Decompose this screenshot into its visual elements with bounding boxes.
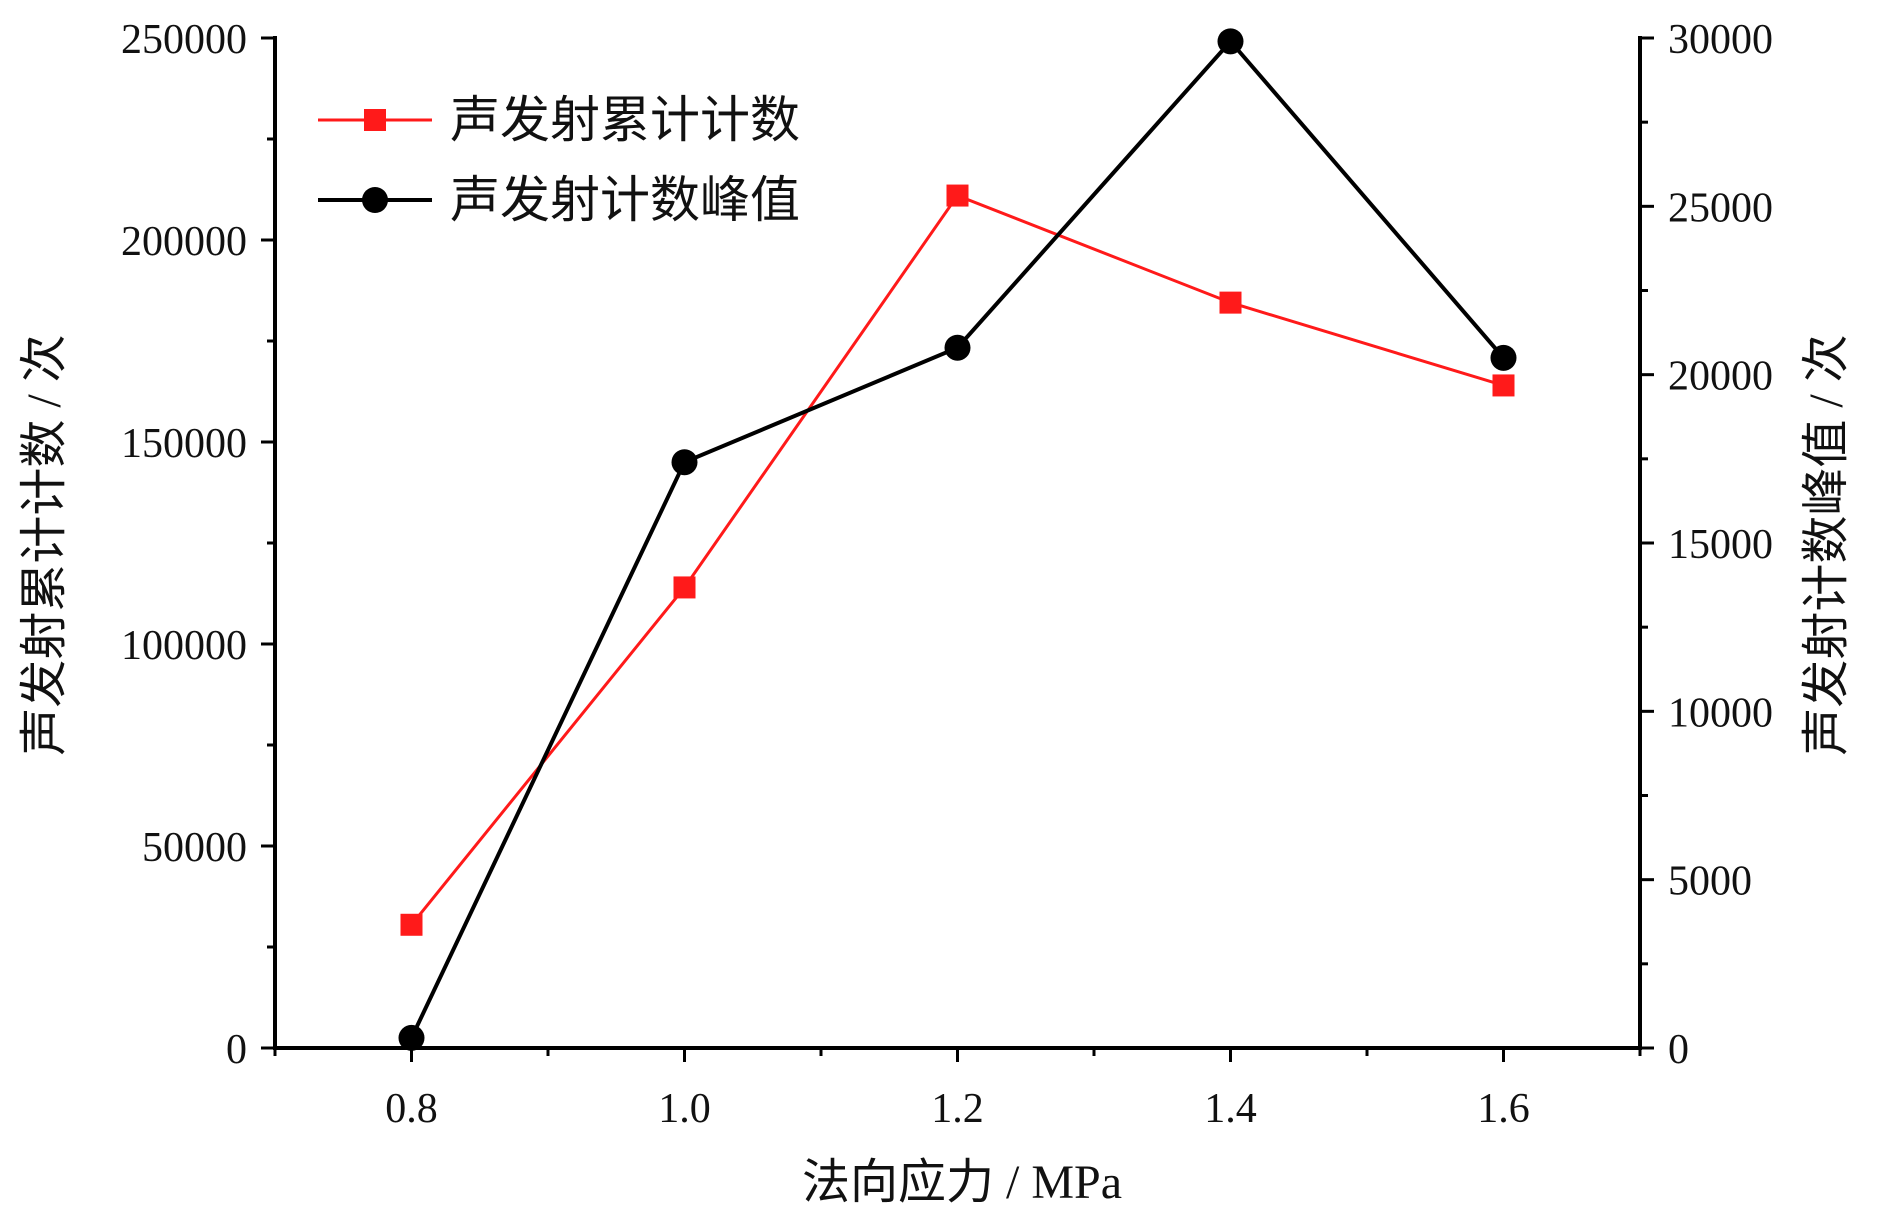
x-tick-label: 1.2 [931,1086,984,1132]
data-point-circle [1217,28,1244,55]
y-left-tick-label: 150000 [121,421,247,467]
x-axis-title: 法向应力 / MPa [802,1156,1122,1209]
data-point-square [1219,291,1242,314]
data-point-circle [944,334,971,361]
legend-marker-circle [362,187,388,213]
data-point-circle [671,449,698,476]
series-line-1 [410,193,1504,926]
y-right-tick-label: 5000 [1668,859,1752,905]
series-layer [398,28,1517,1051]
data-point-square [673,576,696,599]
y-left-tick-label: 100000 [121,623,247,669]
y-right-tick-label: 0 [1668,1027,1689,1073]
y-left-tick-label: 200000 [121,219,247,265]
data-point-square [1492,374,1515,397]
axes: 0.8 1.0 1.2 1.4 1.60500001000001500002000002… [121,17,1773,1132]
data-point-square [400,913,423,936]
y-right-axis-title: 声发射计数峰值 / 次 [1800,334,1853,755]
legend-marker-square [364,109,386,131]
legend-label: 声发射计数峰值 [450,172,800,228]
y-left-axis-title: 声发射累计计数 / 次 [18,334,71,755]
y-left-tick-label: 50000 [142,825,247,871]
y-left-tick-label: 250000 [121,17,247,63]
legend-label: 声发射累计计数 [450,92,800,148]
y-right-tick-label: 20000 [1668,354,1773,400]
y-right-tick-label: 30000 [1668,17,1773,63]
x-tick-label: 1.0 [658,1086,711,1132]
data-point-square [946,184,969,207]
x-tick-label: 1.4 [1204,1086,1257,1132]
x-tick-label: 0.8 [385,1086,438,1132]
data-point-circle [1490,344,1517,371]
y-right-tick-label: 10000 [1668,690,1773,736]
y-left-tick-label: 0 [226,1027,247,1073]
y-right-tick-label: 25000 [1668,185,1773,231]
y-right-tick-label: 15000 [1668,522,1773,568]
x-tick-label: 1.6 [1477,1086,1530,1132]
data-point-circle [398,1024,425,1051]
